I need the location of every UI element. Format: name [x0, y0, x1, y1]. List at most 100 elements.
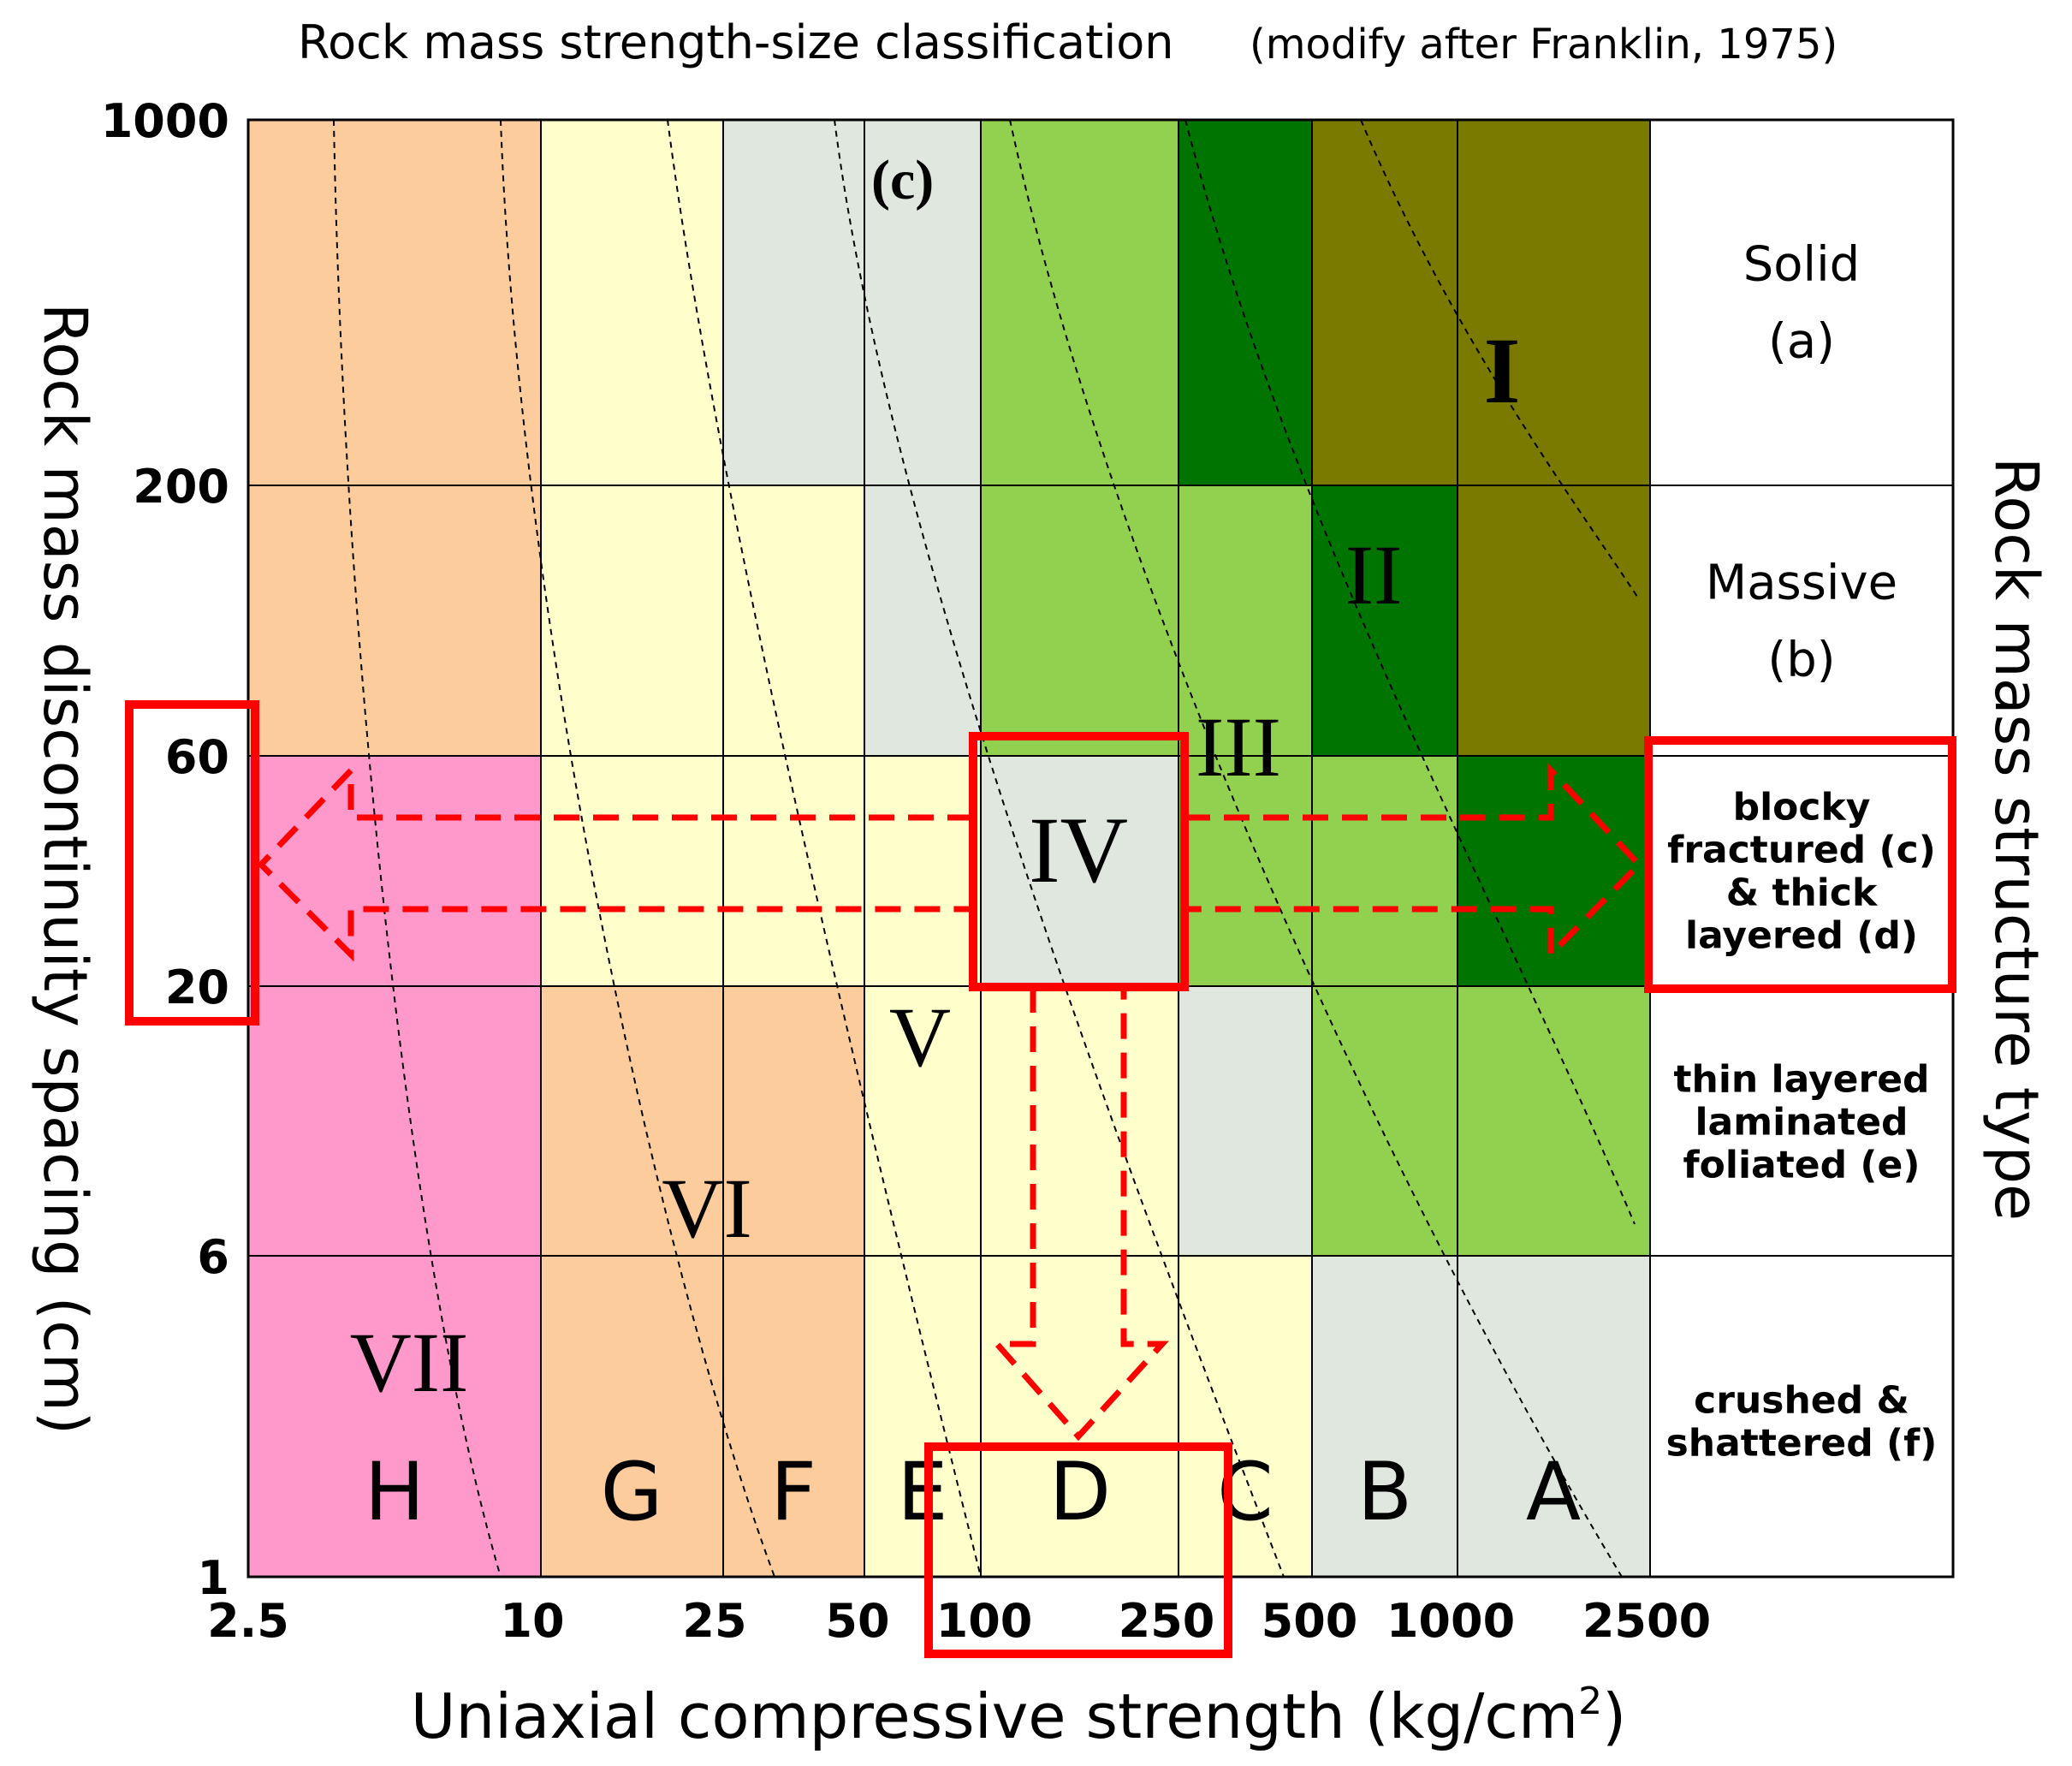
x-tick-label: 50: [825, 1594, 889, 1648]
cell-zone-IV: [1312, 1256, 1458, 1577]
cell-zone-V: [864, 756, 981, 986]
cell-zone-III: [981, 120, 1178, 485]
cell-zone-III: [981, 485, 1178, 756]
left-arrow: [257, 763, 973, 962]
structure-type-label: thin layered: [1673, 1057, 1929, 1101]
structure-type-label: foliated (e): [1683, 1143, 1921, 1186]
structure-type-label: laminated: [1695, 1100, 1908, 1144]
strength-class-F: F: [770, 1446, 816, 1539]
cell-zone-III: [1458, 986, 1650, 1256]
strength-size-curve: [333, 119, 502, 1578]
classification-cells: [248, 120, 1953, 1577]
cell-zone-V: [541, 120, 723, 485]
cell-zone-IV: [981, 756, 1178, 986]
structure-type-label: shattered (f): [1666, 1421, 1938, 1465]
cell-zone-IV: [864, 485, 981, 756]
cell-zone-VI: [723, 986, 864, 1256]
cell-zone-I: [1458, 120, 1650, 485]
strength-class-B: B: [1357, 1446, 1413, 1539]
chart-texts: Rock mass strength-size classification (m…: [30, 15, 2051, 1752]
x-tick-label: 2500: [1582, 1594, 1711, 1648]
structure-type-label: (a): [1768, 314, 1835, 370]
y-tick-label: 20: [165, 960, 229, 1014]
structure-type-label: blocky: [1733, 785, 1871, 829]
highlight-spacing-box: [125, 700, 259, 1026]
strength-size-curve: [834, 119, 1285, 1578]
y-axis-label-right: Rock mass structure type: [1981, 457, 2051, 1221]
zone-label-III: III: [1196, 699, 1281, 794]
cell-zone-IV: [723, 120, 864, 485]
right-arrow: [1184, 763, 1643, 962]
x-tick-label: 250: [1119, 1594, 1215, 1648]
cell-zone-V: [541, 756, 723, 986]
y-tick-label: 60: [165, 730, 229, 784]
zone-label-VII: VII: [350, 1315, 469, 1410]
highlight-zone-box: [969, 732, 1189, 991]
structure-type-label: Massive: [1706, 556, 1897, 611]
cell-zone-IV: [1458, 1256, 1650, 1577]
chart-subtitle: (modify after Franklin, 1975): [1250, 21, 1837, 68]
cell-zone-III: [1312, 756, 1458, 986]
chart-title: Rock mass strength-size classification: [298, 15, 1173, 69]
cell-zone-VI: [248, 485, 541, 756]
x-tick-label: 100: [936, 1594, 1033, 1648]
y-tick-label: 1: [197, 1551, 229, 1605]
cell-zone-VII: [248, 1256, 541, 1577]
cell-zone-VII: [248, 986, 541, 1256]
y-tick-label: 200: [133, 460, 229, 514]
x-tick-label: 10: [500, 1594, 564, 1648]
y-tick-label: 1000: [101, 94, 229, 148]
cell-zone-V: [541, 485, 723, 756]
highlight-strength-box: [924, 1442, 1232, 1658]
cell-zone-VII: [248, 756, 541, 986]
cell-zone-V: [723, 485, 864, 756]
strength-class-G: G: [601, 1446, 663, 1539]
cell-zone-V: [981, 1256, 1178, 1577]
x-axis-label: Uniaxial compressive strength (kg/cm2): [411, 1680, 1626, 1752]
strength-class-E: E: [897, 1446, 947, 1539]
y-axis-label-left: Rock mass discontinuity spacing (cm): [30, 303, 100, 1435]
cell-zone-VI: [541, 1256, 723, 1577]
y-tick-label: 6: [197, 1230, 229, 1284]
cell-zone-VI: [248, 120, 541, 485]
zone-label-VI: VI: [662, 1161, 752, 1256]
structure-type-label: layered (d): [1685, 913, 1918, 957]
cell-zone-III: [1178, 756, 1312, 986]
structure-type-label: (b): [1767, 633, 1835, 688]
strength-size-curve: [667, 119, 982, 1578]
cell-zone-III: [1178, 485, 1312, 756]
strength-class-D: D: [1049, 1446, 1111, 1539]
zone-label-IV: IV: [1029, 798, 1128, 902]
cell-zone-IV: [1178, 986, 1312, 1256]
zone-label-I: I: [1484, 318, 1521, 423]
cell-zone-III: [1312, 986, 1458, 1256]
down-arrow: [990, 987, 1169, 1442]
strength-size-curve: [1360, 119, 1640, 600]
x-tick-label: 25: [682, 1594, 746, 1648]
strength-size-curves: [333, 119, 1640, 1578]
zone-label-II: II: [1345, 527, 1403, 622]
strength-size-curve: [500, 119, 775, 1578]
zone-label-V: V: [889, 990, 951, 1085]
x-tick-label: 500: [1262, 1594, 1358, 1648]
strength-class-A: A: [1526, 1446, 1581, 1539]
strength-size-curve: [1009, 119, 1623, 1578]
x-tick-label: 2.5: [207, 1594, 289, 1648]
cell-zone-V: [723, 756, 864, 986]
cell-zone-II: [1312, 485, 1458, 756]
structure-type-label: crushed &: [1694, 1378, 1909, 1422]
structure-type-label: & thick: [1726, 871, 1879, 914]
x-tick-label: 1000: [1386, 1594, 1515, 1648]
cell-zone-V: [864, 986, 981, 1256]
structure-type-label: fractured (c): [1667, 828, 1936, 871]
structure-type-label: Solid: [1743, 237, 1860, 293]
cell-zone-VI: [541, 986, 723, 1256]
cell-zone-IV: [864, 120, 981, 485]
cell-zone-V: [1178, 1256, 1312, 1577]
cell-zone-V: [864, 1256, 981, 1577]
highlight-structure-box: [1644, 736, 1956, 993]
cell-zone-I: [1312, 120, 1458, 485]
highlight-annotations: [125, 700, 1956, 1658]
cell-zone-II: [1178, 120, 1312, 485]
